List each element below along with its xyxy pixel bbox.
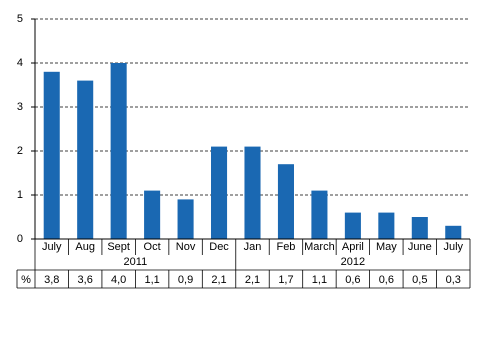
- x-tick-label: Nov: [176, 241, 196, 253]
- bar: [445, 225, 462, 239]
- table-value: 3,6: [78, 274, 93, 286]
- table-value: 2,1: [211, 274, 226, 286]
- bar: [177, 199, 194, 239]
- bar: [144, 190, 161, 239]
- x-tick-label: June: [408, 241, 432, 253]
- y-tick-label: 4: [17, 57, 23, 69]
- bar: [311, 190, 328, 239]
- x-tick-label: April: [342, 241, 364, 253]
- y-tick-label: 0: [17, 233, 23, 245]
- table-value: 0,5: [412, 274, 427, 286]
- bar: [77, 80, 94, 239]
- x-tick-label: Dec: [209, 241, 229, 253]
- table-value: 0,3: [446, 274, 461, 286]
- table-value: 4,0: [111, 274, 126, 286]
- x-tick-label: March: [304, 241, 335, 253]
- bar: [244, 146, 261, 239]
- table-value: 3,8: [44, 274, 59, 286]
- table-value: 0,6: [379, 274, 394, 286]
- group-label: 2011: [124, 256, 148, 268]
- bar: [211, 146, 228, 239]
- bar: [277, 164, 294, 239]
- bar: [110, 63, 127, 239]
- table-label: %: [21, 274, 31, 286]
- x-tick-label: July: [42, 241, 62, 253]
- x-tick-label: Jan: [244, 241, 262, 253]
- table-value: 2,1: [245, 274, 260, 286]
- x-tick-label: Sept: [107, 241, 130, 253]
- bar: [344, 212, 361, 239]
- y-tick-label: 2: [17, 145, 23, 157]
- table-value: 0,9: [178, 274, 193, 286]
- table-value: 1,1: [312, 274, 327, 286]
- table-value: 1,1: [144, 274, 159, 286]
- x-tick-label: Oct: [144, 241, 161, 253]
- y-tick-label: 5: [17, 13, 23, 25]
- y-tick-label: 3: [17, 101, 23, 113]
- y-tick-label: 1: [17, 189, 23, 201]
- bar: [43, 71, 60, 239]
- bar: [411, 217, 428, 239]
- x-tick-label: July: [443, 241, 463, 253]
- table-value: 1,7: [278, 274, 293, 286]
- x-tick-label: May: [376, 241, 397, 253]
- x-tick-label: Aug: [75, 241, 95, 253]
- bar: [378, 212, 395, 239]
- x-tick-label: Feb: [276, 241, 295, 253]
- group-label: 2012: [341, 256, 365, 268]
- table-value: 0,6: [345, 274, 360, 286]
